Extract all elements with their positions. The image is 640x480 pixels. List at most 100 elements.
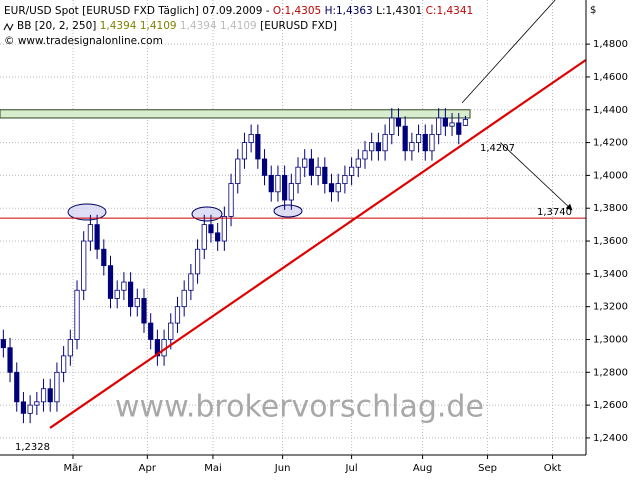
source: © www.tradesignalonline.com [4,35,163,47]
candle-body [255,133,261,160]
candle-body [208,224,214,234]
candle-body [121,281,127,291]
x-tick-label: Mär [64,463,84,474]
x-tick-label: Apr [139,463,157,474]
candle-body [409,142,415,152]
candle-body [382,133,388,152]
highlight [273,204,303,218]
candle-body [449,122,455,127]
candle-body [389,117,395,135]
candle-body [369,142,375,152]
watermark: www.brokervorschlag.de [115,390,484,425]
candle-body [275,175,281,193]
candle-body [328,183,335,193]
resistance-zone [0,109,471,119]
candle-body [322,166,328,185]
y-tick-label: 1,2600 [593,400,628,411]
indicator: BB [20, 2, 250] [17,20,96,32]
open: O:1,4305 [273,5,321,17]
candle-body [355,158,361,168]
candle-body [282,175,288,201]
low: L:1,4301 [376,5,422,17]
candle-body [181,289,187,308]
y-tick-label: 1,3200 [593,302,628,313]
y-tick-label: 1,3600 [593,236,628,247]
candle-body [342,175,348,185]
lower-prev: 1,4109 [220,20,257,32]
y-tick-label: 1,4200 [593,138,628,149]
candle-body [288,183,294,201]
x-tick-label: Jul [345,463,358,474]
level-label: 1,2328 [15,442,50,453]
y-tick-label: 1,2400 [593,433,628,444]
candle-body [201,224,207,250]
candle-body [348,166,355,176]
candle-body [101,248,107,267]
high: H:1,4363 [325,5,373,17]
candle-body [194,248,201,275]
candle-body [395,117,402,127]
candle-body [174,306,181,324]
candle-body [402,125,408,152]
candle-body [81,240,87,291]
trend-line [49,58,587,429]
candle-body [228,183,234,217]
candle-body [54,371,60,403]
candle-body [40,388,47,403]
candle-body [27,404,33,414]
y-tick-label: 1,4400 [593,105,628,116]
candle-body [34,401,40,406]
y-tick-label: 1,3800 [593,203,628,214]
candle-body [168,322,174,340]
x-tick-label: Okt [544,463,562,474]
candle-body [215,232,221,242]
close: C:1,4341 [426,5,474,17]
target-arrow [500,142,573,211]
candle-body [148,322,154,340]
highlight [67,203,107,221]
candle-body [94,224,100,250]
candle-body [375,142,381,152]
x-tick-label: Sep [478,463,497,474]
currency: $ [590,5,596,16]
candle-body [67,339,73,357]
header-line: BB [20, 2, 250] 1,4394 1,4109 1,4394 1,4… [17,20,337,32]
y-tick-label: 1,4000 [593,170,628,181]
symbol: [EURUSD FXD] [260,20,337,32]
candle-body [261,158,268,176]
candle-body [20,401,27,414]
candle-body [114,289,120,299]
level-label: 1,4207 [480,143,515,154]
candle-body [302,158,308,168]
candle-body [268,175,274,193]
candle-body [315,166,321,176]
x-tick-label: Aug [413,463,433,474]
y-tick-label: 1,3000 [593,334,628,345]
y-tick-label: 1,4800 [593,39,628,50]
candle-body [241,142,248,160]
candle-body [422,133,428,152]
candle-body [0,339,6,349]
candle-body [295,166,301,185]
candle-body [87,224,94,242]
candle-body [335,183,341,193]
candle-body [14,371,20,403]
candle-body [456,122,462,135]
y-tick-label: 1,3400 [593,269,628,280]
candle-body [47,388,53,403]
y-tick-label: 1,4600 [593,72,628,83]
candle-body [7,347,13,373]
upper: 1,4394 [100,20,137,32]
candle-body [462,119,469,126]
candle-body [107,265,114,299]
candle-body [362,150,368,160]
candle-body [221,216,227,242]
candle-body [415,133,422,143]
candle-body [141,298,147,324]
x-tick-label: Jun [274,463,291,474]
upper-prev: 1,4394 [180,20,217,32]
candle-body [442,117,448,127]
candle-body [74,289,80,340]
x-tick-label: Mai [204,463,222,474]
lower: 1,4109 [140,20,177,32]
